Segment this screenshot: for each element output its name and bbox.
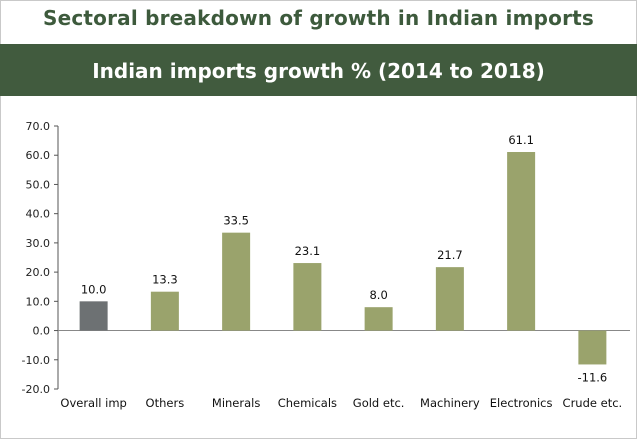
bar-crude-etc	[578, 330, 607, 365]
data-label: 23.1	[295, 244, 321, 258]
data-label: 13.3	[152, 273, 178, 287]
x-category-label: Minerals	[212, 396, 260, 410]
data-label: 10.0	[81, 282, 107, 296]
x-category-label: Overall imp	[60, 396, 126, 410]
y-tick-label: 20.0	[26, 266, 51, 279]
x-category-label: Chemicals	[278, 396, 337, 410]
y-tick-label: 30.0	[26, 237, 51, 250]
y-tick-label: 10.0	[26, 295, 51, 308]
x-category-label: Electronics	[490, 396, 553, 410]
bar-overall-imp	[79, 301, 108, 331]
chart-banner: Indian imports growth % (2014 to 2018)	[0, 44, 637, 96]
y-tick-label: 50.0	[26, 178, 51, 191]
y-tick-label: 60.0	[26, 149, 51, 162]
page-title: Sectoral breakdown of growth in Indian i…	[42, 6, 595, 30]
bar-electronics	[507, 152, 536, 331]
bar-chemicals	[293, 263, 322, 331]
y-tick-label: 40.0	[26, 208, 51, 221]
bar-minerals	[222, 232, 251, 331]
bar-others	[150, 291, 179, 331]
bar-gold-etc	[364, 307, 393, 331]
bar-chart: -20.0 -10.0 0.0 10.0 20.0 30.0 40.0 50.0 60.0 70.…	[22, 120, 630, 410]
y-tick-label: -20.0	[22, 383, 50, 396]
y-tick-label: 70.0	[26, 120, 51, 133]
x-category-label: Others	[146, 396, 185, 410]
x-category-label: Machinery	[420, 396, 480, 410]
bar-machinery	[435, 267, 464, 331]
data-label: 8.0	[369, 288, 387, 302]
chart-subtitle: Indian imports growth % (2014 to 2018)	[92, 59, 545, 83]
x-category-label: Gold etc.	[353, 396, 405, 410]
y-tick-label: -10.0	[22, 354, 50, 367]
y-tick-label: 0.0	[33, 325, 51, 338]
x-category-label: Crude etc.	[563, 396, 623, 410]
data-label: 61.1	[508, 133, 534, 147]
data-label: 21.7	[437, 248, 463, 262]
data-label: -11.6	[577, 370, 607, 384]
data-label: 33.5	[223, 214, 249, 228]
